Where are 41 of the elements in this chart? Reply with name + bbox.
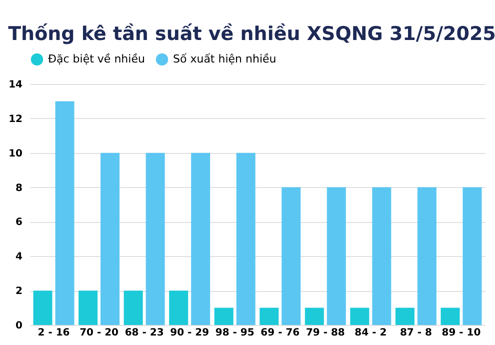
bar bbox=[236, 152, 256, 325]
bar bbox=[146, 152, 165, 325]
bar bbox=[417, 187, 436, 325]
legend-label: Đặc biệt về nhiều bbox=[48, 52, 145, 66]
bar bbox=[304, 308, 324, 325]
bar bbox=[326, 187, 346, 325]
bar bbox=[169, 290, 188, 325]
legend-label: Số xuất hiện nhiều bbox=[173, 52, 276, 66]
x-tick-label: 84 - 2 bbox=[354, 328, 387, 338]
x-tick-label: 68 - 23 bbox=[124, 328, 164, 338]
x-tick-label: 89 - 10 bbox=[442, 328, 481, 338]
x-tick-label: 2 - 16 bbox=[38, 328, 70, 338]
bar bbox=[372, 187, 392, 325]
x-tick-label: 90 - 29 bbox=[170, 328, 210, 338]
y-tick-label: 6 bbox=[16, 217, 23, 228]
bar bbox=[191, 152, 210, 325]
y-tick-label: 10 bbox=[8, 148, 23, 160]
bar bbox=[260, 308, 279, 325]
bar bbox=[282, 187, 301, 325]
x-tick-label: 98 - 95 bbox=[215, 328, 254, 338]
y-tick-label: 0 bbox=[16, 320, 23, 332]
x-tick-label: 87 - 8 bbox=[400, 328, 432, 338]
bar bbox=[462, 187, 482, 325]
y-tick-label: 8 bbox=[16, 182, 23, 194]
y-tick-label: 12 bbox=[8, 114, 23, 125]
x-tick-label: 79 - 88 bbox=[306, 328, 345, 338]
y-tick-label: 14 bbox=[8, 80, 23, 90]
bar bbox=[350, 308, 370, 325]
x-tick-label: 70 - 20 bbox=[80, 328, 119, 338]
bar bbox=[440, 308, 460, 325]
bar bbox=[55, 101, 74, 325]
bar bbox=[100, 152, 120, 325]
y-tick-label: 2 bbox=[16, 286, 23, 298]
bar bbox=[395, 308, 414, 325]
bar bbox=[214, 308, 234, 325]
chart-title: Thống kê tần suất về nhiều XSQNG 31/5/2025 bbox=[8, 23, 495, 45]
y-tick-label: 4 bbox=[16, 252, 23, 263]
bar bbox=[33, 290, 52, 325]
x-tick-label: 69 - 76 bbox=[260, 328, 300, 338]
bar bbox=[78, 290, 98, 325]
bar bbox=[124, 290, 143, 325]
